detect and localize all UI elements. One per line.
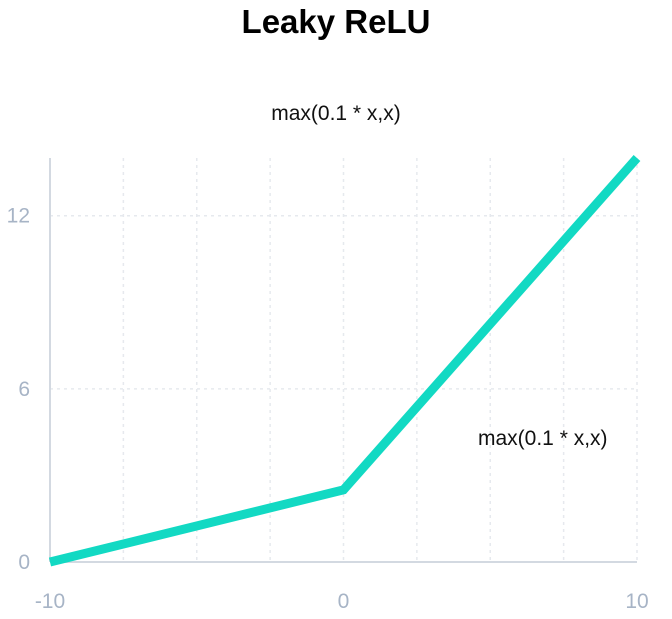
- y-tick-label: 12: [7, 205, 30, 228]
- y-tick-label: 6: [18, 378, 30, 401]
- y-tick-label: 0: [18, 551, 30, 574]
- chart-title: Leaky ReLU: [241, 3, 431, 40]
- series-label: max(0.1 * x,x): [478, 427, 608, 450]
- series-line: [48, 155, 641, 567]
- x-tick-label: 10: [625, 590, 648, 613]
- x-tick-label: -10: [35, 590, 65, 613]
- x-tick-label: 0: [338, 590, 350, 613]
- chart-subtitle: max(0.1 * x,x): [271, 102, 401, 125]
